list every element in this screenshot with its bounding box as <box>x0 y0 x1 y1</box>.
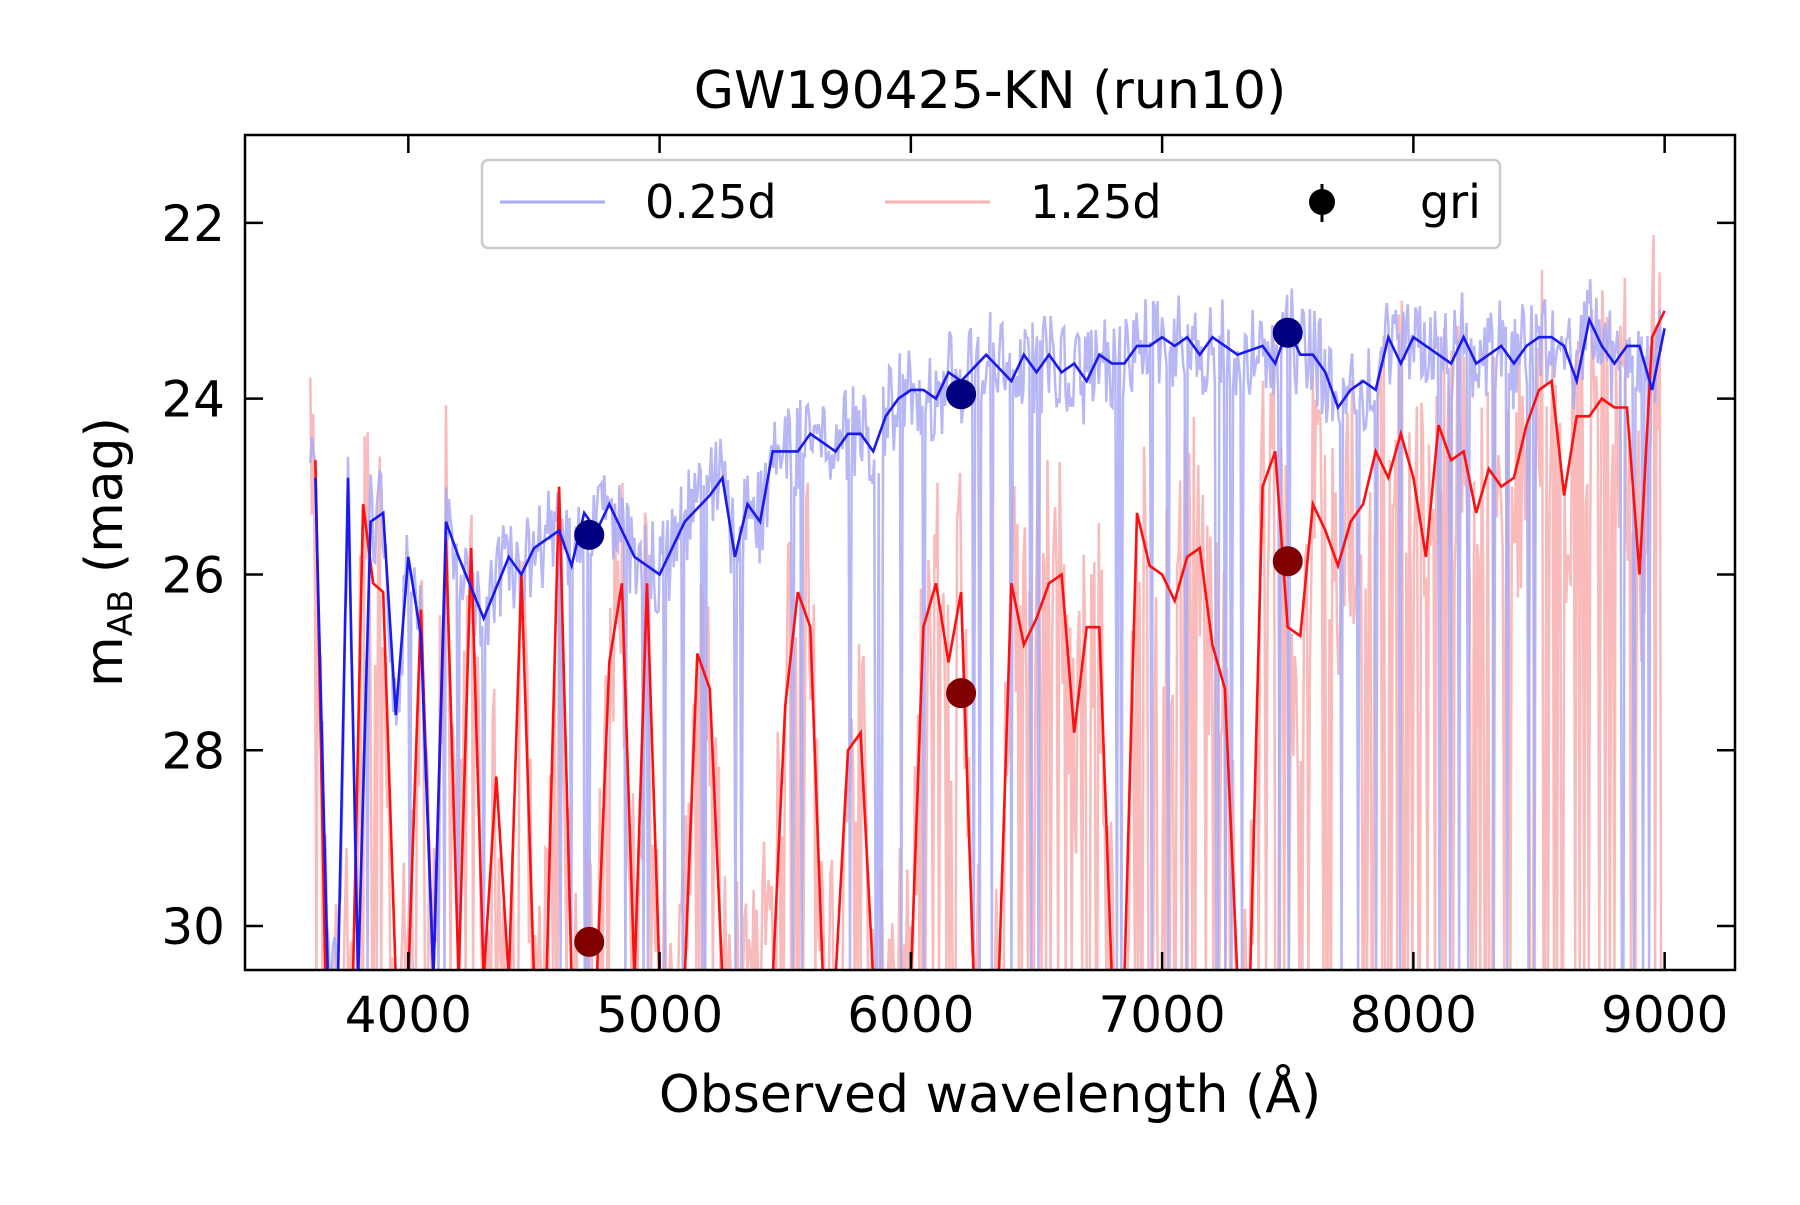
gri-point-0.25d-r <box>946 379 977 410</box>
y-tick-label: 30 <box>161 898 225 956</box>
x-tick-label: 5000 <box>596 986 723 1044</box>
legend-label-0.25d: 0.25d <box>645 175 777 229</box>
y-axis-label-unit: (mag) <box>75 417 135 590</box>
x-tick-label: 7000 <box>1098 986 1225 1044</box>
legend-box <box>480 158 1502 250</box>
gri-point-1.25d-i <box>1272 546 1303 577</box>
legend: 0.25d 1.25d gri <box>480 158 1502 250</box>
series-0.25d-line <box>314 315 1666 970</box>
legend-label-gri: gri <box>1420 175 1481 229</box>
y-tick-label: 22 <box>161 195 225 253</box>
x-tick-label: 8000 <box>1350 986 1477 1044</box>
y-axis-label-main: m <box>75 636 135 687</box>
x-tick-label: 4000 <box>345 986 472 1044</box>
x-axis-label: Observed wavelength (Å) <box>659 1063 1321 1125</box>
y-axis-label-sub: AB <box>101 590 141 637</box>
y-tick-label: 26 <box>161 546 225 604</box>
y-axis-label: mAB (mag) <box>75 417 141 687</box>
x-tick-label: 6000 <box>847 986 974 1044</box>
plot-area <box>309 234 1666 970</box>
chart-title: GW190425-KN (run10) <box>694 61 1287 121</box>
y-tick-label: 28 <box>161 722 225 780</box>
gri-point-1.25d-g <box>574 926 605 957</box>
y-tick-label: 24 <box>161 371 225 429</box>
series-1.25d-line <box>314 310 1666 970</box>
x-tick-label: 9000 <box>1601 986 1728 1044</box>
axes: 4000 5000 6000 7000 8000 9000 22 24 26 28 30 <box>161 133 1737 1044</box>
gri-point-0.25d-g <box>574 519 605 550</box>
axes-frame <box>243 133 1737 972</box>
legend-label-1.25d: 1.25d <box>1030 175 1162 229</box>
legend-marker-gri <box>1309 189 1335 215</box>
gri-point-0.25d-i <box>1272 317 1303 348</box>
gri-point-1.25d-r <box>946 678 977 709</box>
series-0.25d-raw <box>309 279 1663 970</box>
